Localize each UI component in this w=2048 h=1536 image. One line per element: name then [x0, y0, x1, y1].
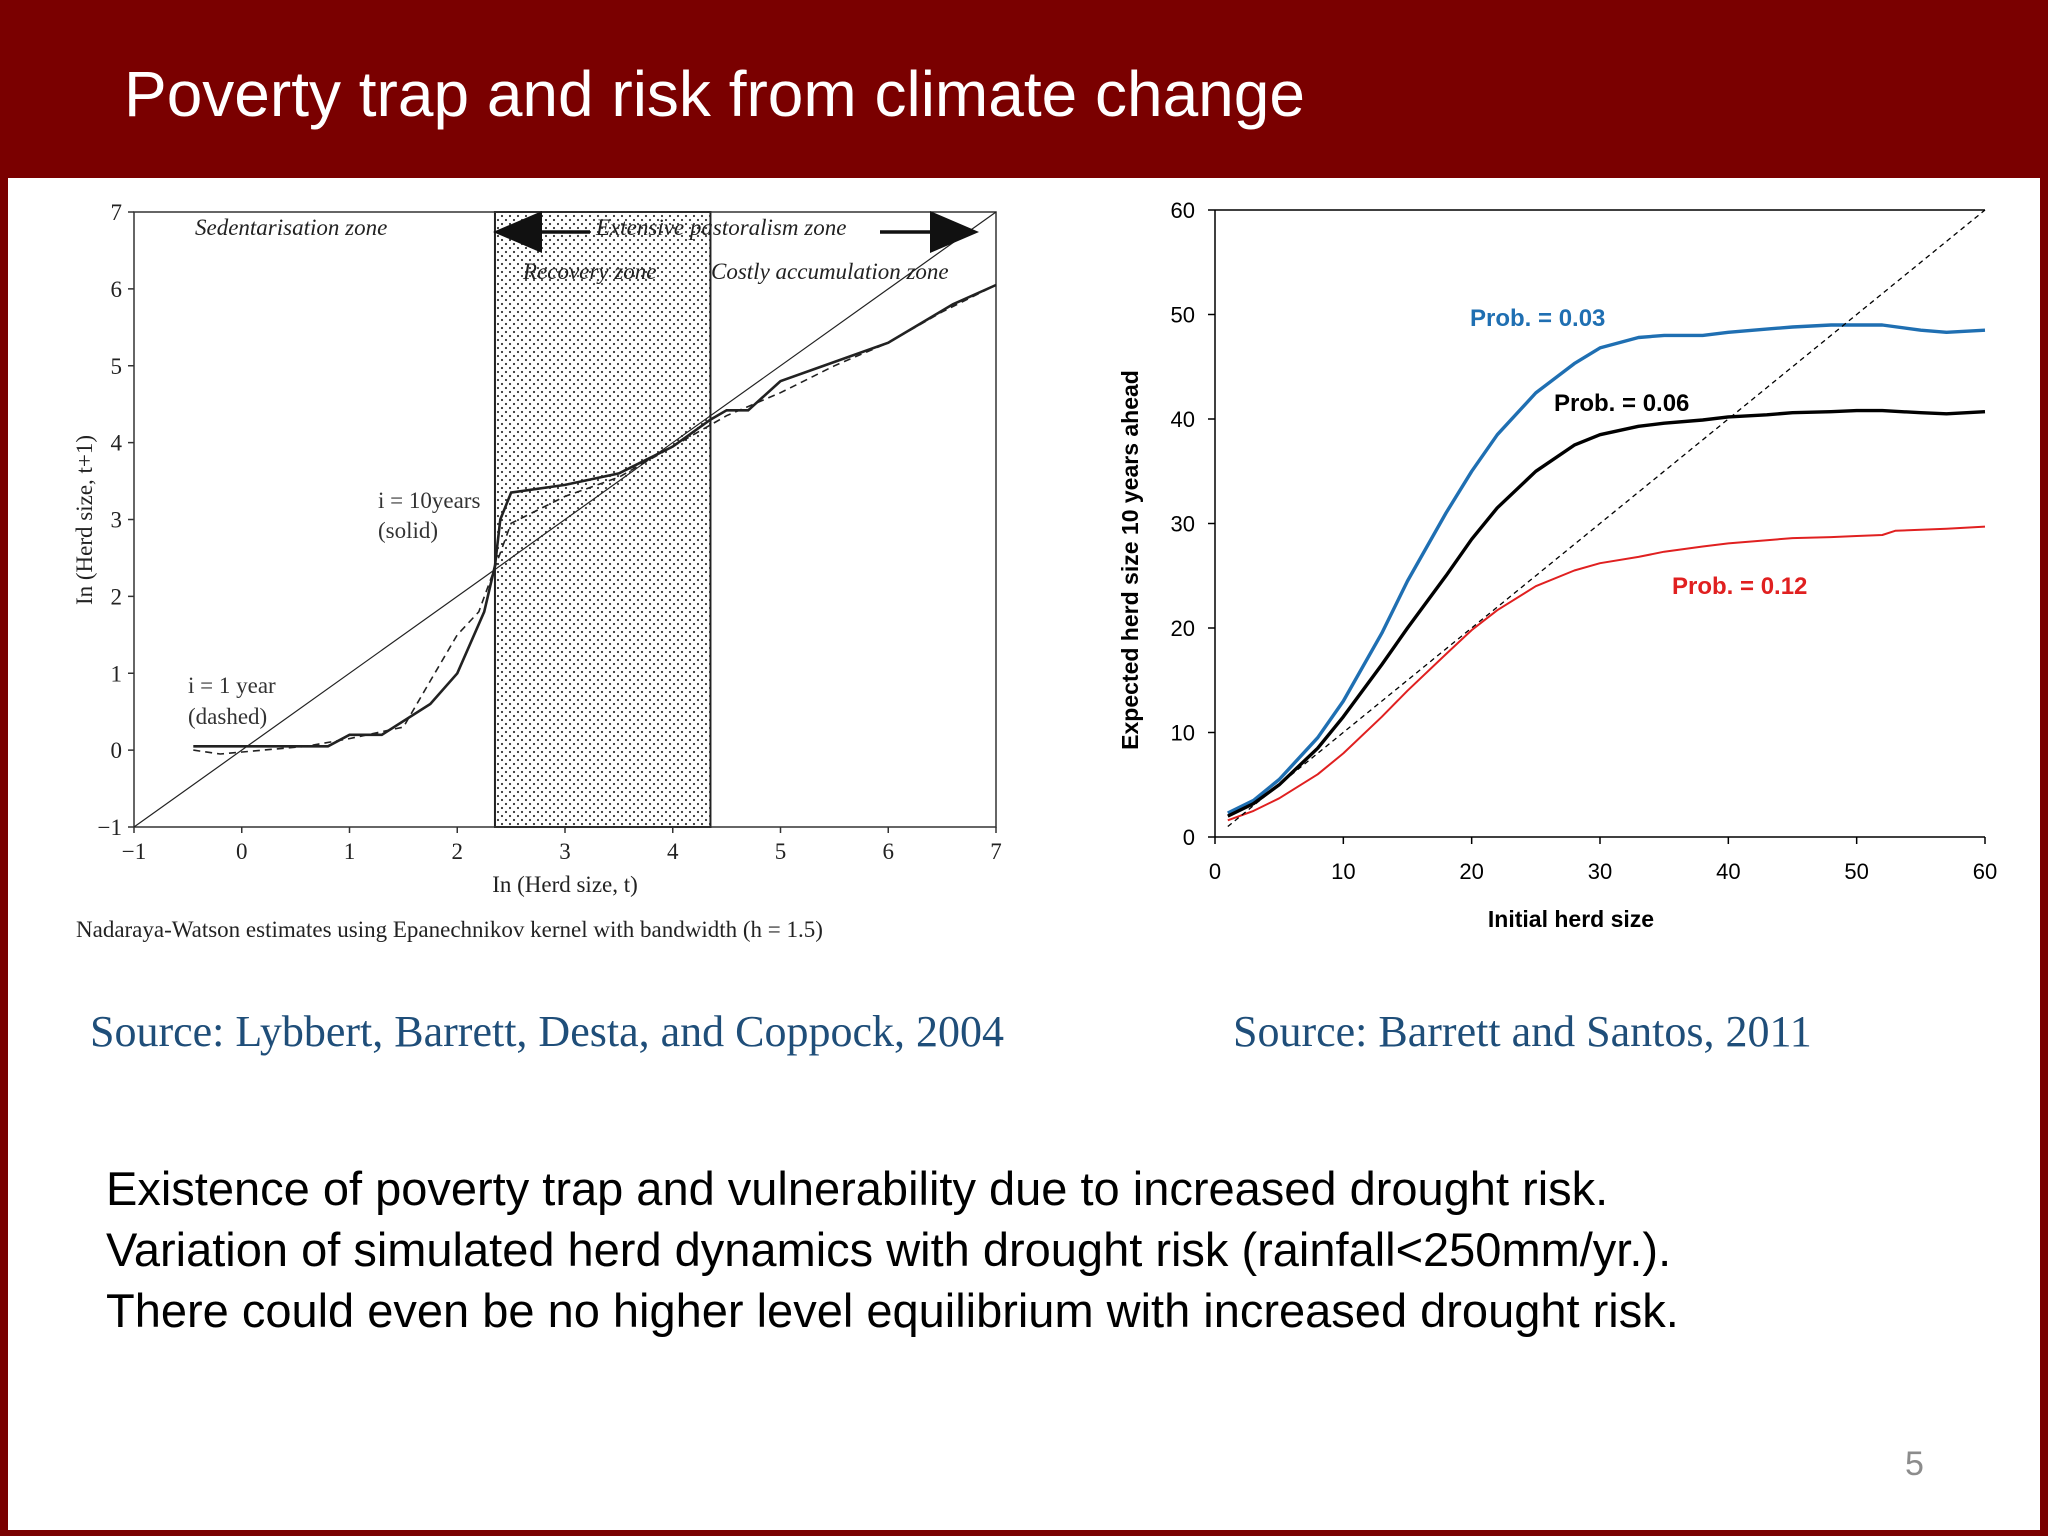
left-series-solid [193, 283, 997, 748]
slide-title: Poverty trap and risk from climate chang… [124, 58, 1305, 130]
left-xlabel: In (Herd size, t) [492, 872, 638, 897]
right-xlabel: Initial herd size [1488, 906, 1654, 932]
label-prob-003: Prob. = 0.03 [1470, 305, 1605, 332]
left-xtick-label: 7 [990, 839, 1002, 864]
right-ytick-label: 20 [1171, 616, 1195, 641]
title-bar [8, 8, 2040, 178]
left-ytick-label: 5 [111, 354, 123, 379]
right-xtick-label: 0 [1209, 859, 1221, 884]
left-ytick-label: 4 [111, 431, 123, 456]
right-xtick-label: 40 [1716, 859, 1740, 884]
left-xtick-label: 2 [452, 839, 464, 864]
annotation-solid-2: (solid) [378, 518, 438, 543]
left-ytick-label: 3 [111, 508, 123, 533]
right-series-prob-012 [1227, 525, 1986, 822]
right-series-diagonal [1227, 209, 1986, 828]
right-ytick-label: 40 [1171, 407, 1195, 432]
left-series-diagonal [133, 211, 997, 828]
zone-label-extensive: Extensive pastoralism zone [595, 215, 846, 240]
left-ytick-label: 0 [111, 738, 123, 763]
right-ytick-label: 50 [1171, 303, 1195, 328]
left-ytick-label: 2 [111, 584, 123, 609]
bullet-3: There could even be no higher level equi… [106, 1284, 1679, 1337]
zone-label-sedentarisation: Sedentarisation zone [195, 215, 387, 240]
annotation-solid-1: i = 10years [378, 488, 480, 513]
left-ytick-label: 7 [111, 200, 123, 225]
zone-label-costly: Costly accumulation zone [711, 259, 949, 284]
right-xtick-label: 20 [1459, 859, 1483, 884]
right-xtick-label: 50 [1844, 859, 1868, 884]
left-xtick-label: 0 [236, 839, 248, 864]
left-xtick-label: −1 [122, 839, 146, 864]
left-caption: Nadaraya-Watson estimates using Epanechn… [76, 917, 823, 942]
right-series-prob-003 [1227, 323, 1986, 815]
annotation-dashed-1: i = 1 year [188, 673, 276, 698]
label-prob-006: Prob. = 0.06 [1554, 390, 1689, 417]
left-ytick-label: 1 [111, 661, 123, 686]
right-ytick-label: 30 [1171, 512, 1195, 537]
bullet-2: Variation of simulated herd dynamics wit… [106, 1223, 1672, 1276]
right-xtick-label: 10 [1331, 859, 1355, 884]
recovery-zone-shade [493, 211, 712, 828]
right-ytick-label: 60 [1171, 198, 1195, 223]
left-series-dashed [193, 284, 997, 755]
annotation-dashed-2: (dashed) [188, 704, 267, 729]
source-right: Source: Barrett and Santos, 2011 [1233, 1007, 1812, 1056]
right-xtick-label: 60 [1973, 859, 1997, 884]
zone-label-recovery: Recovery zone [522, 259, 656, 284]
right-xtick-label: 30 [1588, 859, 1612, 884]
right-series-prob-006 [1227, 408, 1986, 818]
page-number: 5 [1905, 1445, 1924, 1483]
label-prob-012: Prob. = 0.12 [1672, 573, 1807, 600]
bullet-1: Existence of poverty trap and vulnerabil… [106, 1162, 1609, 1215]
left-xtick-label: 6 [883, 839, 895, 864]
right-ytick-label: 10 [1171, 721, 1195, 746]
left-xtick-label: 5 [775, 839, 787, 864]
left-ylabel: In (Herd size, t+1) [72, 435, 97, 605]
left-xtick-label: 3 [559, 839, 571, 864]
left-ytick-label: −1 [98, 815, 122, 840]
right-ylabel: Expected herd size 10 years ahead [1117, 370, 1143, 750]
chart-left-herd-dynamics: −1 0 1 2 3 4 5 6 7 −1 0 1 2 3 4 5 6 7 Sedentarisation zon… [72, 200, 1002, 942]
left-xtick-label: 4 [667, 839, 679, 864]
left-xtick-label: 1 [344, 839, 356, 864]
bullet-list: Existence of poverty trap and vulnerabil… [106, 1158, 1679, 1341]
source-left: Source: Lybbert, Barrett, Desta, and Cop… [90, 1007, 1005, 1056]
left-ytick-label: 6 [111, 277, 123, 302]
right-ytick-label: 0 [1183, 825, 1195, 850]
